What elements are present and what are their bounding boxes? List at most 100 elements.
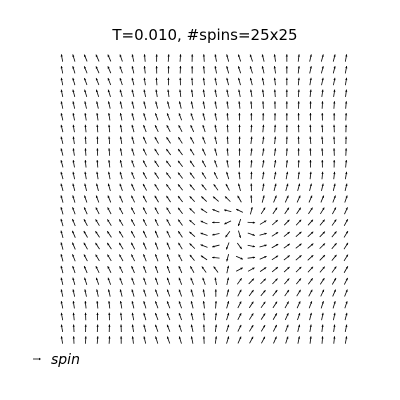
spin-arrowhead (333, 160, 336, 163)
spin-arrowhead (131, 312, 134, 316)
spin-arrowhead (263, 267, 267, 270)
spin-arrowhead (72, 312, 75, 316)
spin-arrowhead (273, 101, 277, 104)
spin-arrowhead (299, 243, 302, 246)
spin-arrowhead (155, 219, 157, 222)
spin-arrowhead (143, 301, 146, 304)
spin-arrowhead (287, 255, 290, 258)
spin-arrowhead (333, 54, 336, 57)
spin-arrowhead (285, 160, 289, 163)
spin-arrowhead (190, 336, 193, 339)
spin-arrowhead (286, 183, 289, 187)
spin-arrowhead (252, 245, 256, 248)
spin-arrowhead (143, 324, 146, 328)
spin-arrowhead (95, 277, 99, 281)
spin-arrowhead (262, 195, 265, 198)
spin-arrowhead (155, 277, 158, 281)
spin-arrowhead (167, 54, 170, 57)
spin-arrowhead (250, 160, 253, 163)
spin-arrowhead (274, 336, 277, 340)
spin-arrowhead (214, 77, 217, 81)
spin-arrowhead (84, 266, 87, 269)
spin-arrowhead (96, 124, 99, 128)
spin-arrowhead (251, 325, 254, 328)
spin-arrowhead (95, 54, 98, 58)
spin-arrowhead (179, 66, 182, 69)
spin-arrowhead (60, 148, 63, 151)
spin-arrowhead (297, 101, 300, 104)
spin-arrowhead (250, 183, 253, 186)
spin-arrowhead (285, 89, 288, 92)
spin-arrowhead (345, 219, 348, 222)
spin-arrowhead (95, 78, 98, 81)
spin-arrowhead (249, 77, 252, 81)
spin-arrowhead (285, 113, 288, 116)
spin-arrowhead (179, 54, 182, 57)
spin-arrowhead (321, 89, 324, 92)
spin-arrowhead (131, 230, 134, 234)
spin-arrowhead (322, 255, 325, 258)
spin-arrowhead (297, 160, 300, 163)
spin-arrowhead (154, 207, 157, 210)
spin-arrowhead (72, 254, 75, 257)
spin-arrowhead (236, 209, 239, 212)
spin-arrowhead (261, 54, 264, 57)
spin-arrowhead (321, 312, 324, 316)
spin-arrowhead (95, 195, 98, 198)
spin-arrowhead (321, 160, 324, 163)
spin-arrowhead (214, 172, 217, 175)
spin-arrowhead (239, 313, 242, 316)
spin-arrowhead (309, 89, 312, 92)
spin-arrowhead (202, 301, 205, 304)
spin-arrowhead (309, 324, 312, 327)
spin-arrowhead (263, 325, 266, 328)
spin-arrowhead (263, 290, 266, 293)
spin-arrowhead (143, 336, 146, 339)
spin-arrowhead (131, 136, 134, 140)
spin-arrowhead (238, 160, 241, 163)
spin-arrowhead (107, 289, 111, 292)
spin-arrowhead (143, 160, 146, 163)
spin-arrowhead (190, 324, 193, 327)
spin-arrowhead (261, 77, 264, 81)
spin-arrowhead (212, 256, 215, 259)
spin-arrowhead (226, 247, 229, 250)
spin-arrowhead (166, 301, 169, 304)
spin-arrowhead (227, 301, 230, 304)
spin-arrowhead (298, 207, 301, 211)
spin-arrowhead (297, 89, 300, 92)
spin-arrowhead (155, 54, 158, 57)
spin-arrowhead (225, 183, 228, 187)
spin-arrowhead (72, 230, 75, 234)
spin-arrowhead (262, 136, 265, 139)
spin-arrowhead (321, 66, 324, 69)
spin-arrowhead (190, 277, 193, 281)
spin-arrowhead (131, 101, 134, 104)
spin-arrowhead (287, 278, 290, 281)
spin-arrowhead (189, 219, 192, 223)
spin-arrowhead (321, 336, 324, 339)
spin-arrowhead (131, 289, 134, 292)
spin-arrowhead (190, 113, 193, 116)
spin-arrowhead (227, 324, 230, 328)
spin-arrowhead (321, 113, 324, 116)
spin-arrowhead (310, 301, 313, 304)
spin-arrowhead (251, 313, 254, 316)
spin-arrowhead (166, 148, 169, 152)
spin-arrowhead (60, 113, 63, 116)
spin-arrowhead (345, 66, 348, 69)
spin-arrowhead (200, 208, 204, 211)
spin-arrowhead (262, 160, 265, 163)
spin-arrowhead (60, 242, 63, 245)
spin-arrowhead (155, 301, 158, 304)
spin-arrowhead (119, 183, 122, 187)
spin-arrowhead (263, 207, 266, 211)
spin-arrowhead (60, 230, 63, 234)
spin-arrowhead (333, 77, 336, 81)
spin-arrowhead (251, 336, 254, 340)
spin-arrowhead (252, 256, 256, 259)
spin-arrowhead (107, 254, 110, 257)
spin-arrowhead (226, 89, 229, 92)
spin-arrowhead (72, 289, 75, 292)
spin-arrowhead (345, 312, 348, 316)
